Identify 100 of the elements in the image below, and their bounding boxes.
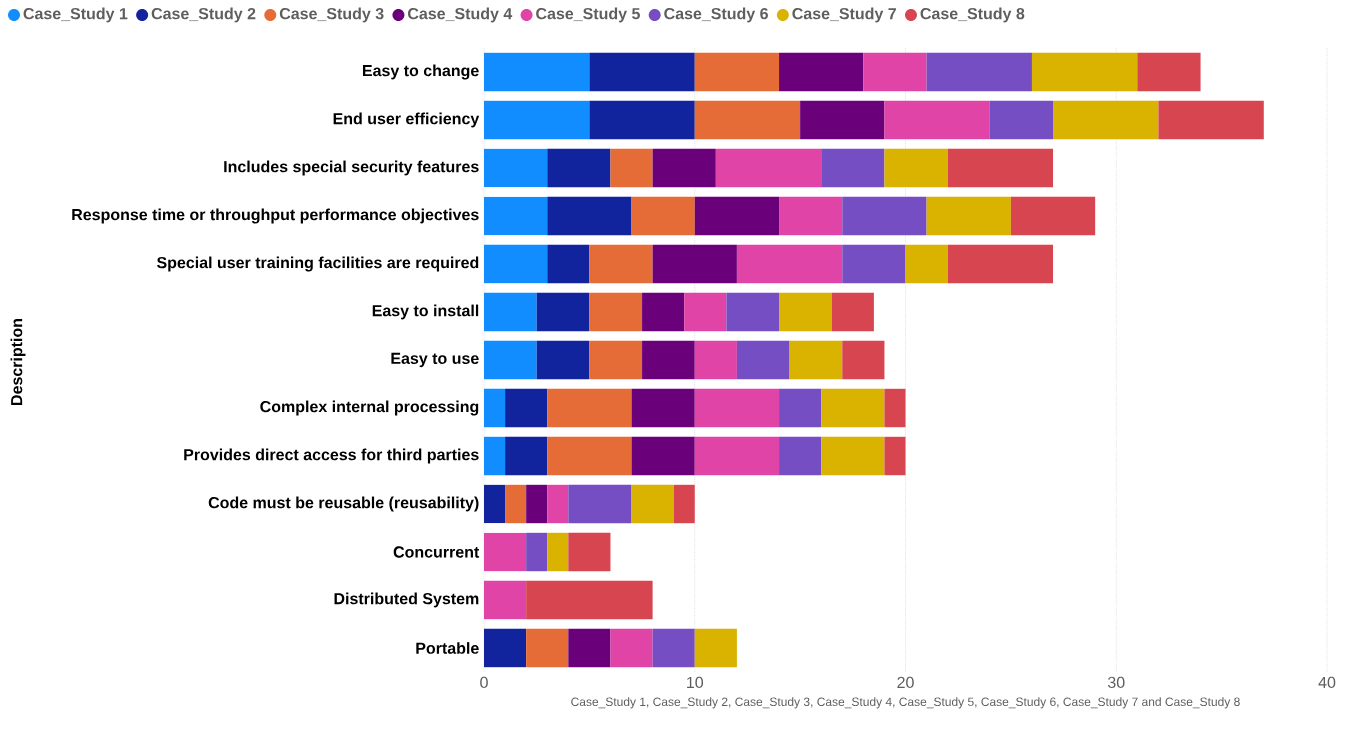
bar <box>536 292 590 332</box>
bar <box>715 148 822 188</box>
bar <box>947 244 1054 284</box>
y-tick-label: Portable <box>416 642 479 654</box>
legend-label: Case_Study 3 <box>279 7 384 23</box>
bar <box>1158 100 1264 140</box>
bar <box>884 148 948 188</box>
bar <box>821 436 885 476</box>
bar <box>484 340 537 380</box>
bar <box>1031 52 1138 92</box>
bar <box>484 148 548 188</box>
bar <box>989 100 1054 140</box>
legend-label: Case_Study 1 <box>23 7 128 23</box>
bar <box>547 532 569 572</box>
bar <box>779 292 832 332</box>
bar <box>863 52 927 92</box>
bar <box>589 244 653 284</box>
bar <box>694 52 780 92</box>
bar <box>800 100 885 140</box>
bar <box>652 628 695 668</box>
bar <box>631 484 674 524</box>
bar <box>842 244 906 284</box>
bar <box>736 244 843 284</box>
y-tick-label: Response time or throughput performance objectives <box>72 208 479 224</box>
bar <box>631 196 695 236</box>
bar <box>505 436 548 476</box>
bar <box>726 292 780 332</box>
bar <box>884 388 906 428</box>
bar <box>589 100 695 140</box>
bar <box>610 628 653 668</box>
bar <box>652 244 737 284</box>
bar <box>547 484 569 524</box>
legend-label: Case_Study 8 <box>920 7 1025 23</box>
bar <box>589 340 643 380</box>
bar <box>547 436 632 476</box>
bar <box>821 148 885 188</box>
bar <box>484 244 548 284</box>
bar <box>926 52 1032 92</box>
bar <box>779 436 822 476</box>
bar <box>547 244 590 284</box>
bar <box>484 580 527 620</box>
bar <box>926 196 1011 236</box>
y-tick-label: Special user training facilities are required <box>156 256 479 272</box>
legend-label: Case_Study 4 <box>408 7 513 23</box>
x-tick-label: 40 <box>1318 676 1336 689</box>
bar <box>526 580 653 620</box>
bar <box>694 436 780 476</box>
bar <box>884 100 990 140</box>
x-tick-label: 20 <box>897 676 914 689</box>
bar <box>842 196 927 236</box>
y-axis-title: Description <box>10 318 26 405</box>
bar <box>547 148 611 188</box>
bar <box>642 340 695 380</box>
bar <box>536 340 590 380</box>
bar <box>526 532 548 572</box>
bar <box>779 196 843 236</box>
y-tick-label: Code must be reusable (reusability) <box>208 496 479 512</box>
bar <box>905 244 948 284</box>
bar <box>1053 100 1159 140</box>
bar <box>694 100 801 140</box>
bar <box>568 628 611 668</box>
bar <box>652 148 716 188</box>
bar <box>568 484 632 524</box>
bar <box>642 292 685 332</box>
bar <box>736 340 790 380</box>
bar <box>484 292 537 332</box>
bar <box>484 532 527 572</box>
bar <box>547 196 632 236</box>
bar <box>484 388 506 428</box>
bar <box>484 196 548 236</box>
bar <box>526 628 569 668</box>
x-axis-title: Case_Study 1, Case_Study 2, Case_Study 3, Case_Study 4, Case_Study 5, Case_Study 6, Case_Study 7 and Case_Study 8 <box>571 697 1240 709</box>
bar <box>631 388 695 428</box>
bar <box>526 484 548 524</box>
bar <box>684 292 727 332</box>
bar <box>694 388 780 428</box>
x-tick-label: 0 <box>480 676 488 689</box>
bar <box>947 148 1054 188</box>
y-tick-label: End user efficiency <box>333 112 480 128</box>
bar <box>505 484 527 524</box>
bar <box>1010 196 1096 236</box>
bar <box>589 52 695 92</box>
bar <box>779 388 822 428</box>
bar <box>547 388 632 428</box>
bar <box>484 52 590 92</box>
bar <box>484 628 527 668</box>
y-tick-label: Easy to change <box>362 64 479 80</box>
bar <box>631 436 695 476</box>
bar <box>1137 52 1201 92</box>
legend-label: Case_Study 6 <box>664 7 768 23</box>
bar <box>484 484 506 524</box>
bar <box>568 532 611 572</box>
bar <box>831 292 874 332</box>
bar <box>694 628 737 668</box>
bar <box>884 436 906 476</box>
legend-label: Case_Study 7 <box>792 7 896 23</box>
y-tick-label: Easy to use <box>391 352 479 368</box>
bar <box>673 484 695 524</box>
y-tick-label: Concurrent <box>393 546 480 558</box>
legend-label: Case_Study 5 <box>536 7 640 23</box>
